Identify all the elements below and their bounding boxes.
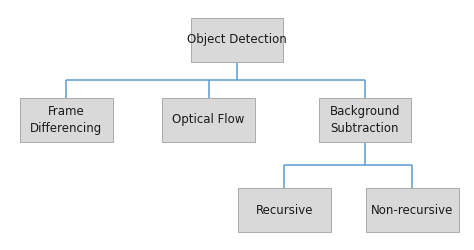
Text: Recursive: Recursive (255, 204, 313, 216)
Text: Non-recursive: Non-recursive (371, 204, 454, 216)
FancyBboxPatch shape (162, 98, 255, 142)
FancyBboxPatch shape (20, 98, 113, 142)
FancyBboxPatch shape (366, 188, 459, 232)
Text: Optical Flow: Optical Flow (173, 114, 245, 126)
FancyBboxPatch shape (191, 18, 283, 62)
Text: Frame
Differencing: Frame Differencing (30, 105, 102, 135)
FancyBboxPatch shape (319, 98, 411, 142)
FancyBboxPatch shape (238, 188, 331, 232)
Text: Background
Subtraction: Background Subtraction (330, 105, 400, 135)
Text: Object Detection: Object Detection (187, 34, 287, 46)
